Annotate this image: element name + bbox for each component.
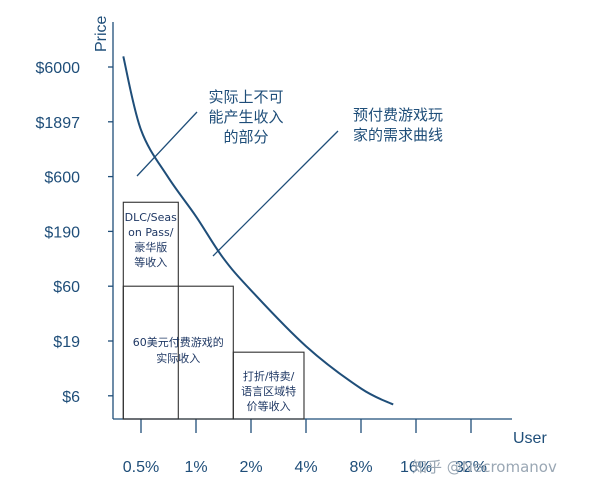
demand-curve-line [122,56,394,406]
y-tick-label: $6 [62,389,80,406]
x-tick-label: 0.5% [123,459,159,476]
annotation-text: 预付费游戏玩家的需求曲线 [353,106,443,144]
revenue-box [232,351,305,420]
y-tick-label: $190 [44,224,80,241]
revenue-box-label: 打折/特卖/语言区域特价等收入 [241,369,296,413]
revenue-box-label: DLC/Seas on Pass/豪华版等收入 [125,211,177,269]
x-tick-label: 2% [239,459,262,476]
chart-marks [122,56,394,420]
y-tick-label: $19 [53,334,80,351]
y-axis-title: Price [93,15,110,52]
x-tick-label: 1% [184,459,207,476]
y-tick-label: $1897 [36,115,81,132]
x-tick-label: 16% [400,459,432,476]
y-tick-label: $6000 [36,60,81,77]
y-tick-label: $600 [44,170,80,187]
x-tick-label: 8% [349,459,372,476]
annotation-pointer [212,130,339,257]
chart-labels: $6000 $1897 $600 $190 $60 $19 $6 0.5% 1% 2% 4% 8% 16… [36,15,557,476]
annotation-text: 实际上不可能产生收入的部分 [208,88,283,146]
y-tick-label: $60 [53,279,80,296]
annotation-pointer [136,111,198,177]
x-tick-label: 4% [294,459,317,476]
watermark: 知乎 @Necromanov [412,458,557,476]
revenue-box-label: 60美元付费游戏的实际收入 [133,335,224,365]
x-axis-title: User [513,430,547,447]
x-tick-label: 32% [455,459,487,476]
